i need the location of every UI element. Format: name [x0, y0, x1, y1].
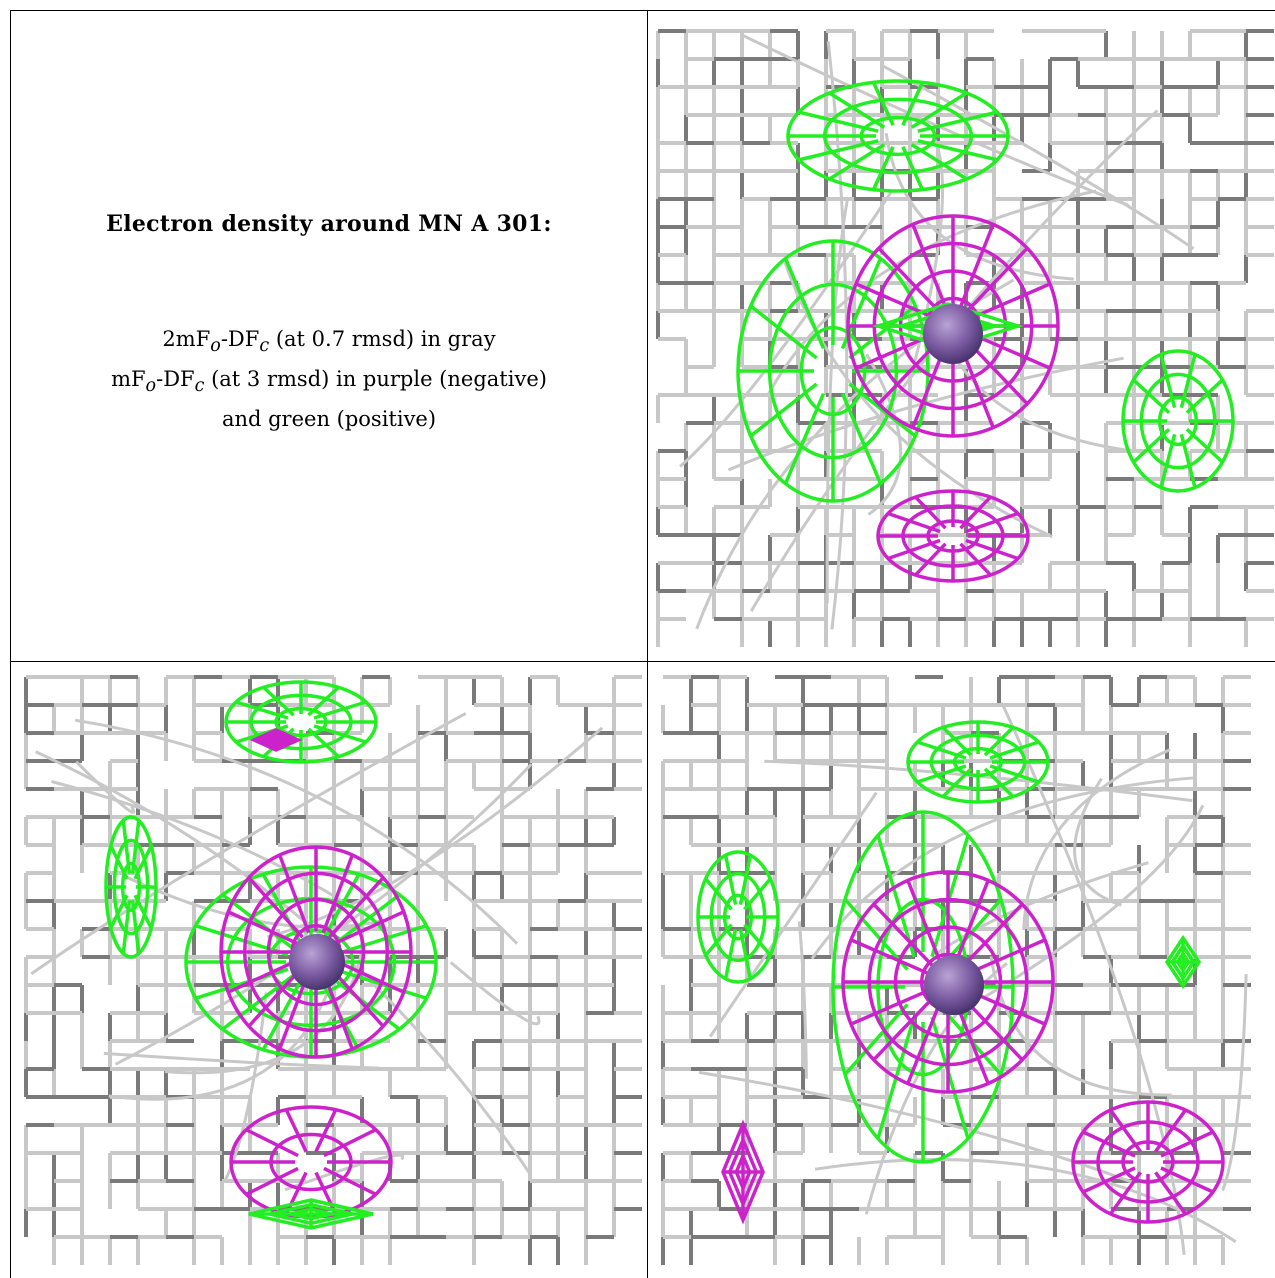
- green-cage-left-1: [736, 239, 930, 503]
- density-view-3: [648, 662, 1275, 1278]
- caption-title: Electron density around MN A 301:: [106, 211, 552, 237]
- green-diamond-right-3: [1164, 934, 1202, 990]
- caption-line-green: and green (positive): [221, 407, 437, 432]
- density-render-2: [24, 675, 642, 1265]
- purple-cage-bottom-2: [229, 1105, 393, 1219]
- gray-mesh-1: [656, 29, 1274, 647]
- purple-cage-center-3: [841, 870, 1055, 1094]
- green-cage-left-2: [104, 815, 158, 959]
- caption-line-mfo: mFo-DFc (at 3 rmsd) in purple (negative): [111, 367, 547, 397]
- green-cage-left-3: [696, 850, 780, 984]
- purple-diamond-top-2: [249, 728, 303, 752]
- density-view-2: [10, 662, 648, 1278]
- green-cage-top-2: [224, 680, 378, 764]
- density-render-3: [661, 675, 1251, 1265]
- green-cage-right-1: [1121, 349, 1235, 493]
- mn-atom-1: [923, 304, 983, 364]
- green-diamond-bottom-2: [248, 1198, 374, 1230]
- caption-panel: Electron density around MN A 301: 2mFo-D…: [10, 10, 648, 662]
- caption-line-2mfo: 2mFo-DFc (at 0.7 rmsd) in gray: [162, 327, 496, 357]
- purple-cage-bottom-1: [876, 489, 1030, 583]
- green-cage-top-1: [786, 79, 1010, 193]
- green-cage-top-3: [906, 720, 1050, 804]
- mn-atom-2: [289, 934, 345, 990]
- purple-diamond-lower-3: [721, 1119, 765, 1225]
- caption-body: 2mFo-DFc (at 0.7 rmsd) in gray mFo-DFc (…: [11, 323, 647, 436]
- density-render-1: [656, 29, 1274, 647]
- gray-mesh-2: [24, 675, 642, 1265]
- purple-cage-bottom-3: [1071, 1100, 1225, 1224]
- mn-atom-3: [924, 955, 984, 1015]
- caption: Electron density around MN A 301: 2mFo-D…: [11, 11, 647, 661]
- density-view-1: [648, 10, 1275, 662]
